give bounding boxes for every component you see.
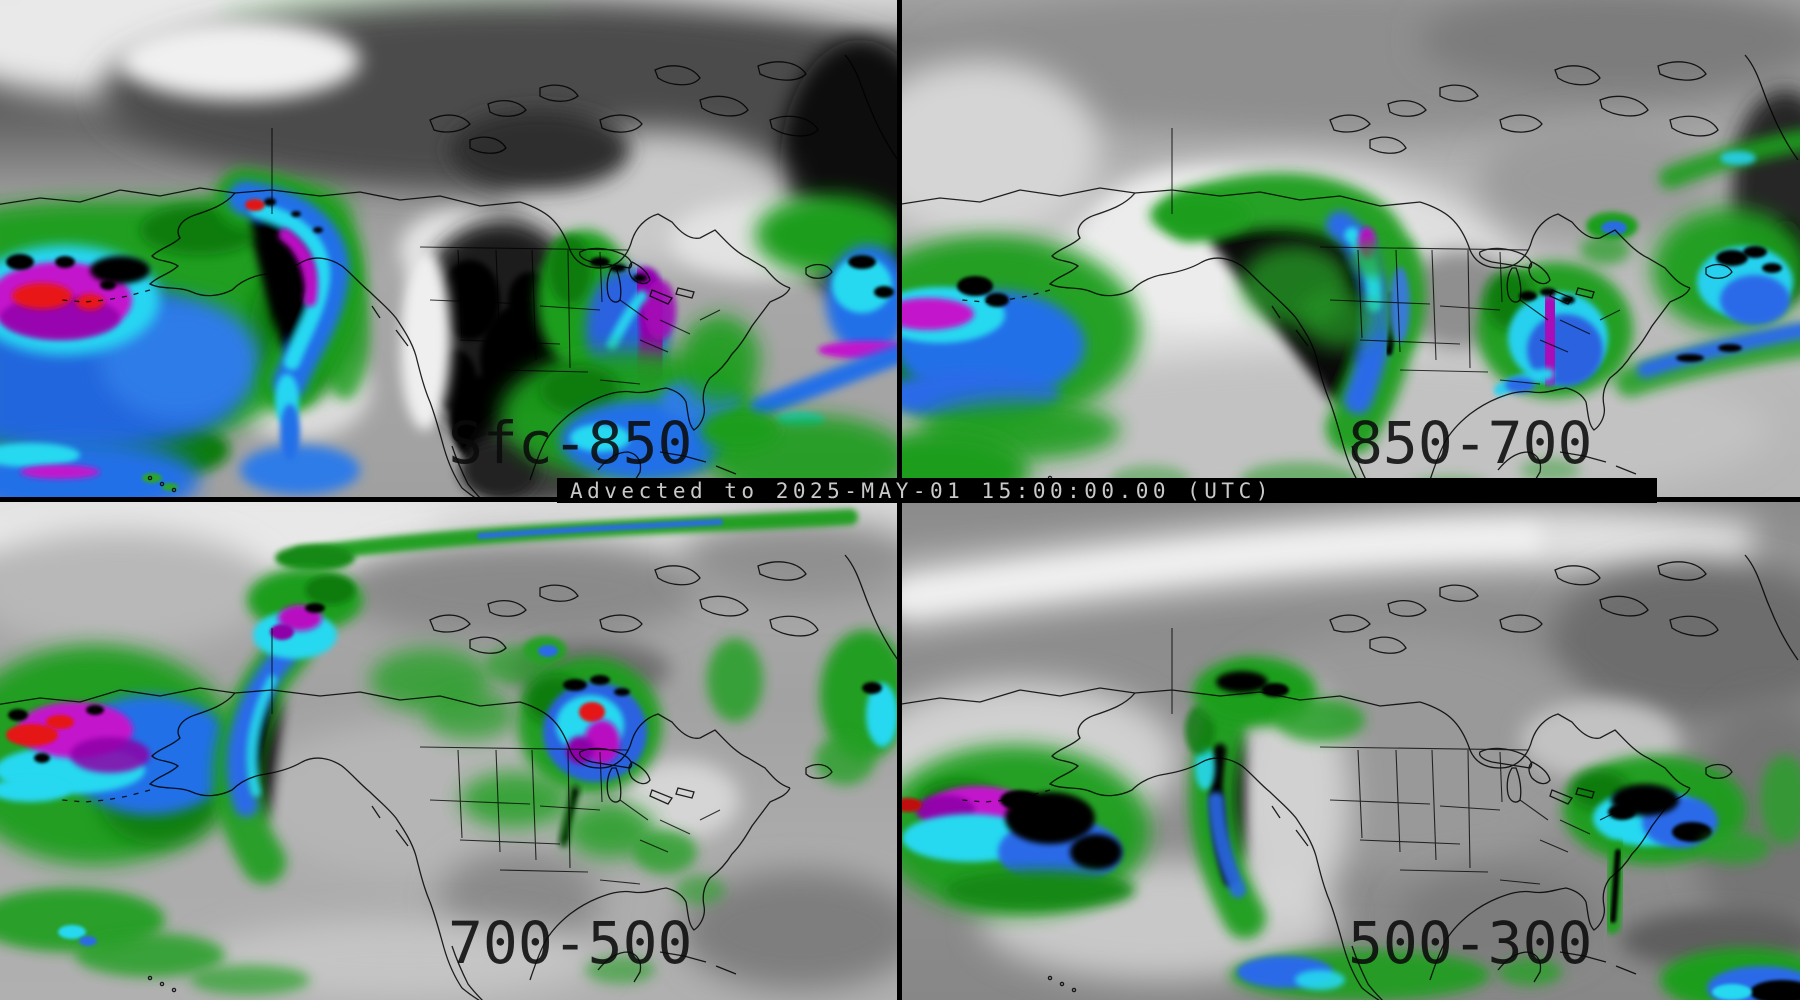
layer-label-700-500: 700-500	[448, 909, 693, 977]
satellite-imagery-850-700	[900, 0, 1800, 500]
timestamp-text: Advected to 2025-MAY-01 15:00:00.00 (UTC…	[570, 478, 1273, 503]
layer-label-sfc-850: Sfc-850	[448, 409, 693, 477]
panel-850-700: 850-700	[900, 0, 1800, 500]
panel-700-500: 700-500	[0, 500, 900, 1000]
timestamp-bar: Advected to 2025-MAY-01 15:00:00.00 (UTC…	[557, 478, 1657, 503]
panel-sfc-850: Sfc-850	[0, 0, 900, 500]
satellite-imagery-500-300	[900, 500, 1800, 1000]
layer-label-500-300: 500-300	[1348, 909, 1593, 977]
panel-500-300: 500-300	[900, 500, 1800, 1000]
layer-label-850-700: 850-700	[1348, 409, 1593, 477]
satellite-imagery-sfc-850	[0, 0, 900, 500]
satellite-imagery-700-500	[0, 500, 900, 1000]
